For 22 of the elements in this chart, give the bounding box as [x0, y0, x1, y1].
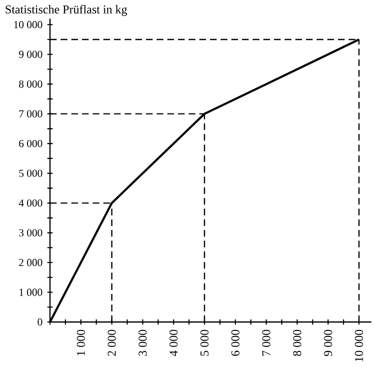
x-tick-label: 4 000 [170, 330, 178, 356]
y-tick-label: 2 000 [19, 258, 42, 266]
x-tick-label: 9 000 [324, 330, 332, 356]
x-tick-label: 5 000 [200, 330, 209, 356]
x-tick-label: 10 000 [354, 330, 364, 362]
y-tick-label: 4 000 [18, 199, 42, 207]
x-tick-label: 7 000 [262, 330, 270, 356]
y-tick-label: 7 000 [19, 110, 42, 118]
y-tick-label: 5 000 [19, 170, 42, 177]
y-axis-title: Statistische Prüflast in kg [6, 4, 128, 16]
x-tick-label: 1 000 [76, 330, 85, 356]
y-tick-label: 6 000 [19, 140, 42, 148]
y-tick-label: 0 [38, 318, 42, 326]
x-tick-label: 3 000 [138, 330, 147, 356]
x-tick-label: 8 000 [293, 330, 302, 356]
y-tick-label: 1 000 [20, 288, 42, 296]
y-tick-label: 10 000 [14, 21, 42, 28]
y-tick-label: 8 000 [19, 80, 42, 88]
y-tick-label: 3 000 [19, 229, 42, 236]
x-tick-label: 6 000 [231, 330, 240, 356]
x-tick-label: 2 000 [108, 330, 116, 356]
y-tick-label: 9 000 [18, 50, 42, 58]
